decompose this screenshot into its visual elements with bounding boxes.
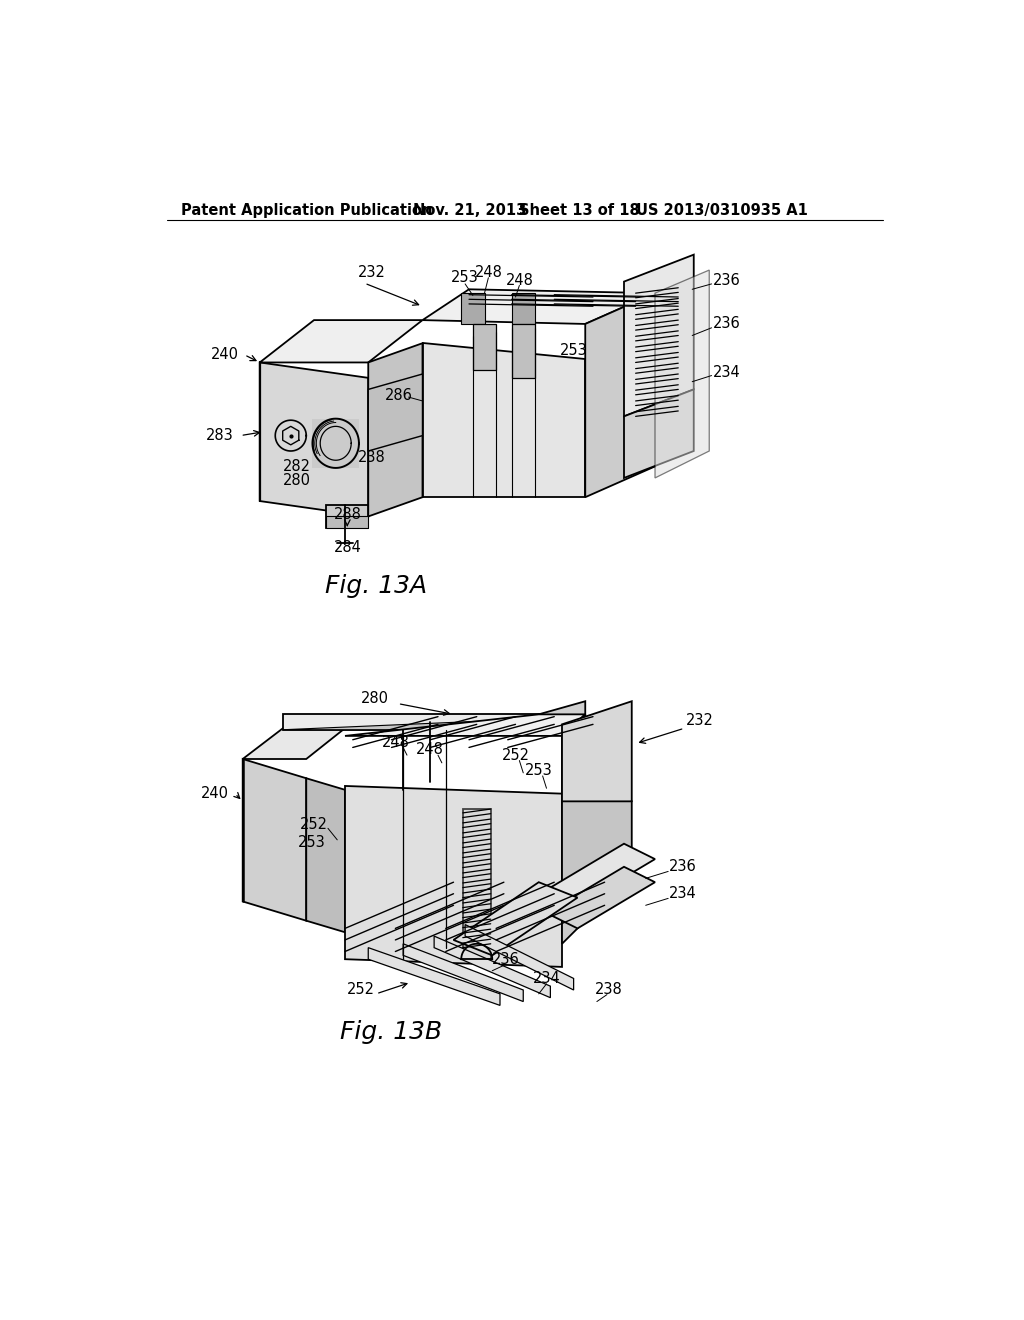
- Text: 283: 283: [206, 428, 233, 444]
- Polygon shape: [473, 323, 496, 370]
- Text: 252: 252: [502, 747, 529, 763]
- Text: 236: 236: [713, 317, 741, 331]
- Text: 232: 232: [358, 265, 386, 280]
- Polygon shape: [326, 506, 369, 528]
- Polygon shape: [454, 882, 578, 956]
- Polygon shape: [345, 714, 586, 737]
- Polygon shape: [369, 343, 423, 516]
- Text: Patent Application Publication: Patent Application Publication: [180, 203, 432, 218]
- Polygon shape: [461, 293, 484, 323]
- Polygon shape: [434, 936, 550, 998]
- Text: 282: 282: [283, 459, 311, 474]
- Text: 234: 234: [532, 972, 560, 986]
- Polygon shape: [306, 779, 345, 932]
- Polygon shape: [562, 714, 586, 944]
- Text: 238: 238: [358, 450, 386, 465]
- Text: 288: 288: [334, 507, 361, 521]
- Text: 280: 280: [283, 473, 311, 488]
- Polygon shape: [463, 809, 490, 960]
- Polygon shape: [260, 363, 369, 516]
- Polygon shape: [423, 289, 655, 323]
- Text: 286: 286: [385, 388, 414, 403]
- Text: Nov. 21, 2013: Nov. 21, 2013: [414, 203, 526, 218]
- Polygon shape: [547, 843, 655, 906]
- Text: US 2013/0310935 A1: US 2013/0310935 A1: [636, 203, 808, 218]
- Text: 284: 284: [334, 540, 361, 554]
- Text: 240: 240: [211, 347, 239, 362]
- Text: 232: 232: [686, 713, 714, 729]
- Text: 248: 248: [417, 742, 444, 758]
- Polygon shape: [243, 759, 306, 921]
- Text: 280: 280: [360, 692, 388, 706]
- Text: Fig. 13A: Fig. 13A: [325, 574, 427, 598]
- Polygon shape: [512, 323, 535, 378]
- Text: 236: 236: [492, 952, 519, 966]
- Polygon shape: [283, 717, 586, 730]
- Text: 240: 240: [201, 787, 228, 801]
- Polygon shape: [369, 948, 500, 1006]
- Text: Fig. 13B: Fig. 13B: [340, 1020, 442, 1044]
- Text: 253: 253: [525, 763, 553, 777]
- Polygon shape: [624, 389, 693, 478]
- Polygon shape: [369, 374, 423, 451]
- Polygon shape: [547, 867, 655, 928]
- Polygon shape: [624, 255, 693, 416]
- Text: 236: 236: [669, 859, 696, 874]
- Text: 234: 234: [713, 364, 741, 380]
- Text: 252: 252: [300, 817, 328, 832]
- Text: 236: 236: [713, 272, 741, 288]
- Text: 234: 234: [669, 886, 696, 902]
- Text: 252: 252: [346, 982, 375, 998]
- Polygon shape: [326, 516, 369, 528]
- Polygon shape: [465, 924, 573, 990]
- Polygon shape: [312, 418, 359, 469]
- Polygon shape: [403, 944, 523, 1002]
- Polygon shape: [655, 271, 710, 478]
- Polygon shape: [562, 801, 632, 898]
- Text: Sheet 13 of 18: Sheet 13 of 18: [519, 203, 640, 218]
- Polygon shape: [260, 321, 423, 363]
- Polygon shape: [243, 729, 345, 759]
- Polygon shape: [539, 701, 586, 730]
- Polygon shape: [283, 714, 539, 730]
- Polygon shape: [423, 343, 586, 498]
- Text: 253: 253: [560, 343, 588, 359]
- Polygon shape: [345, 785, 562, 966]
- Polygon shape: [562, 701, 632, 825]
- Text: 248: 248: [506, 272, 534, 288]
- Text: 253: 253: [452, 271, 479, 285]
- Text: 238: 238: [595, 982, 623, 998]
- Text: 248: 248: [474, 265, 503, 280]
- Text: 253: 253: [298, 834, 326, 850]
- Text: 248: 248: [381, 734, 410, 750]
- Polygon shape: [512, 293, 535, 323]
- Polygon shape: [586, 293, 655, 498]
